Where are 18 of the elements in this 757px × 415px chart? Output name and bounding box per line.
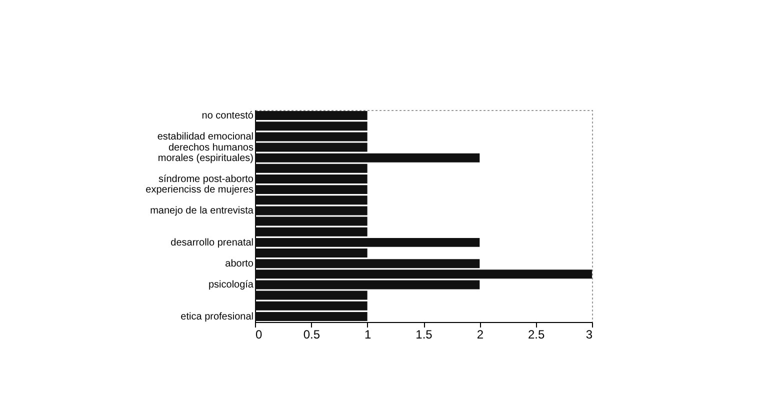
y-tick-label: no contestó	[202, 110, 254, 122]
x-tick-label: 2.5	[528, 328, 545, 342]
y-tick-label: morales (espirituales)	[158, 152, 254, 164]
y-tick-label: aborto	[225, 258, 254, 270]
x-tick-label: 0	[256, 328, 262, 342]
x-tick-label: 1.5	[416, 328, 433, 342]
y-tick-label: desarrollo prenatal	[170, 237, 254, 248]
y-tick-label: derechos humanos	[168, 142, 254, 154]
y-tick-label: síndrome post-aborto	[158, 174, 254, 185]
y-tick-label: experienciss de mujeres	[146, 184, 254, 196]
x-tick-label: 1	[364, 328, 372, 342]
y-tick-label: etica profesional	[180, 311, 254, 322]
x-tick-label: 2	[476, 328, 484, 342]
x-tick-label: 0.5	[303, 328, 320, 342]
x-tick-label: 3	[586, 328, 593, 342]
y-tick-label: estabilidad emocional	[157, 132, 254, 143]
y-tick-label: psicología	[208, 280, 254, 291]
y-tick-label: manejo de la entrevista	[150, 206, 254, 217]
